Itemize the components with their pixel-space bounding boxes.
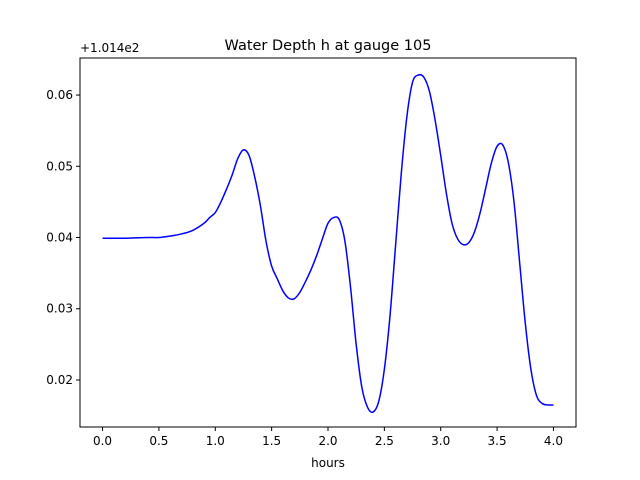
x-axis-label: hours [311,456,345,470]
y-tick-label: 0.04 [46,231,73,245]
plot-area-frame [79,57,577,428]
x-tick-label: 2.0 [318,434,337,448]
y-offset-label: +1.014e2 [80,41,139,55]
y-tick-label: 0.02 [46,373,73,387]
x-tick-label: 0.5 [149,434,168,448]
x-tick-label: 1.5 [262,434,281,448]
x-tick-label: 3.5 [488,434,507,448]
x-tick-label: 4.0 [544,434,563,448]
x-tick-label: 0.0 [93,434,112,448]
x-tick-label: 3.0 [431,434,450,448]
x-axis-ticks: 0.0 0.5 1.0 1.5 2.0 2.5 3.0 3.5 4.0 [93,427,563,448]
x-tick-label: 1.0 [206,434,225,448]
y-tick-label: 0.06 [46,88,73,102]
y-tick-label: 0.05 [46,159,73,173]
series-line [102,73,554,414]
plot-series [102,73,554,414]
y-tick-label: 0.03 [46,302,73,316]
y-axis-ticks: 0.02 0.03 0.04 0.05 0.06 [46,88,80,387]
x-tick-label: 2.5 [375,434,394,448]
chart-title: Water Depth h at gauge 105 [225,38,432,54]
